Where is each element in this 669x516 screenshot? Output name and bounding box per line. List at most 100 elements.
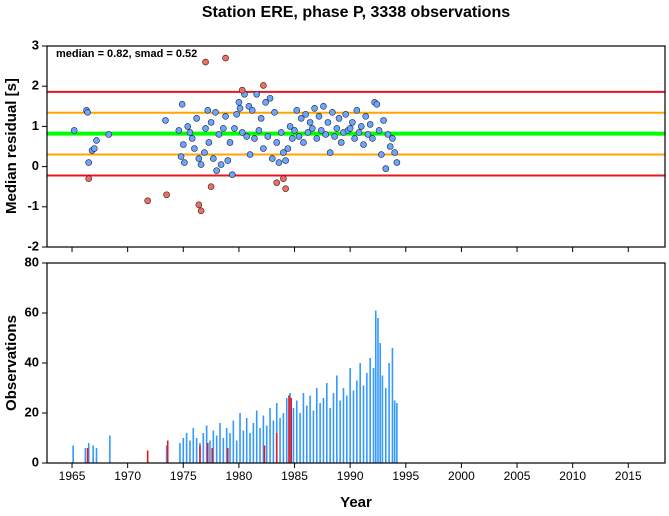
data-point bbox=[222, 54, 229, 62]
data-point bbox=[275, 159, 283, 166]
data-point bbox=[236, 105, 244, 112]
data-point bbox=[268, 155, 276, 162]
data-point bbox=[144, 197, 151, 205]
data-point bbox=[195, 201, 203, 209]
data-point bbox=[246, 151, 254, 158]
bar bbox=[282, 413, 285, 463]
data-point bbox=[262, 98, 269, 106]
data-point bbox=[179, 141, 187, 148]
data-point bbox=[297, 115, 305, 122]
data-point bbox=[70, 127, 78, 134]
data-point bbox=[293, 107, 301, 114]
bar bbox=[239, 413, 241, 463]
data-point bbox=[375, 127, 383, 134]
data-point bbox=[235, 98, 243, 106]
bar bbox=[225, 428, 228, 463]
bar bbox=[212, 430, 215, 463]
bar bbox=[329, 408, 331, 463]
data-point bbox=[366, 121, 374, 128]
x-tick-label: 1975 bbox=[170, 469, 197, 483]
data-point bbox=[212, 109, 219, 116]
bar bbox=[372, 368, 375, 463]
data-point bbox=[386, 143, 394, 150]
data-point bbox=[393, 159, 401, 166]
data-point bbox=[335, 115, 343, 122]
data-point bbox=[186, 129, 194, 136]
data-point bbox=[282, 157, 289, 164]
bar bbox=[381, 375, 384, 463]
data-point bbox=[304, 129, 312, 136]
data-point bbox=[224, 157, 232, 164]
data-point bbox=[85, 175, 93, 182]
data-point bbox=[311, 105, 318, 112]
bar bbox=[366, 373, 368, 463]
data-point bbox=[257, 115, 265, 122]
data-point bbox=[380, 117, 387, 124]
data-point bbox=[295, 133, 303, 140]
bar bbox=[242, 430, 245, 463]
data-point bbox=[324, 119, 332, 126]
y-tick-label: 1 bbox=[32, 118, 39, 133]
data-point bbox=[271, 109, 278, 116]
data-point bbox=[349, 119, 356, 126]
y-tick-label: 0 bbox=[32, 454, 39, 469]
bar bbox=[232, 420, 235, 463]
data-point bbox=[273, 179, 281, 186]
bar bbox=[393, 400, 396, 463]
data-point bbox=[248, 107, 256, 114]
data-point bbox=[238, 129, 246, 136]
data-point bbox=[369, 135, 376, 142]
data-point bbox=[333, 125, 341, 132]
bar bbox=[346, 395, 348, 463]
data-point bbox=[233, 111, 240, 118]
x-tick-label: 2015 bbox=[615, 469, 642, 483]
bar bbox=[209, 440, 211, 463]
bar bbox=[265, 425, 268, 463]
bar bbox=[336, 375, 338, 463]
data-point bbox=[389, 135, 396, 142]
data-point bbox=[201, 149, 208, 156]
bar bbox=[185, 433, 188, 463]
y-axis-label: Median residual [s] bbox=[3, 78, 20, 214]
data-point bbox=[337, 139, 345, 146]
data-point bbox=[326, 149, 334, 156]
bar bbox=[249, 433, 251, 463]
bar bbox=[362, 385, 365, 463]
data-point bbox=[373, 100, 381, 108]
bar bbox=[84, 448, 87, 463]
y-tick-label: 0 bbox=[32, 158, 39, 173]
data-point bbox=[284, 145, 292, 152]
data-point bbox=[260, 145, 267, 152]
data-point bbox=[282, 185, 289, 193]
y-tick-label: 80 bbox=[25, 254, 39, 269]
bar bbox=[302, 393, 305, 463]
y-tick-label: 40 bbox=[25, 354, 39, 369]
y-tick-label: 3 bbox=[32, 37, 39, 52]
data-point bbox=[315, 113, 323, 120]
bar bbox=[309, 395, 311, 463]
bar bbox=[206, 443, 209, 463]
data-point bbox=[204, 107, 212, 114]
bar bbox=[396, 403, 398, 463]
bar bbox=[384, 388, 387, 463]
data-point bbox=[207, 119, 215, 126]
data-point bbox=[302, 111, 309, 118]
data-point bbox=[231, 125, 238, 132]
y-tick-label: 60 bbox=[25, 304, 39, 319]
x-tick-label: 1990 bbox=[337, 469, 364, 483]
data-point bbox=[213, 167, 220, 174]
bar bbox=[359, 363, 361, 463]
data-point bbox=[226, 139, 234, 146]
data-point bbox=[255, 127, 263, 134]
data-point bbox=[202, 125, 209, 132]
bar bbox=[211, 448, 214, 463]
bar bbox=[349, 368, 351, 463]
bar bbox=[165, 445, 168, 463]
data-point bbox=[175, 127, 183, 134]
bar bbox=[199, 445, 201, 463]
bar bbox=[374, 310, 377, 463]
data-point bbox=[273, 139, 281, 146]
x-tick-label: 1980 bbox=[226, 469, 253, 483]
y-tick-label: -1 bbox=[27, 198, 39, 213]
